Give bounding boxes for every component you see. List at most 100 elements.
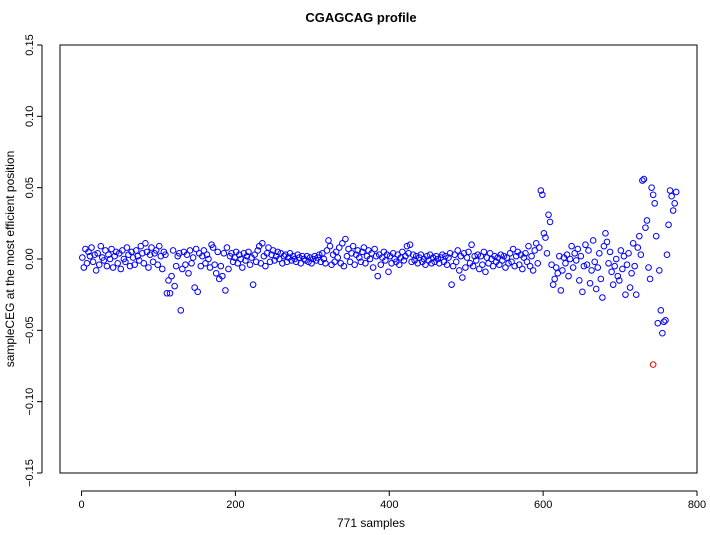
data-point: [172, 262, 180, 270]
data-point: [85, 248, 92, 256]
data-point: [315, 251, 323, 259]
data-point: [137, 242, 145, 250]
data-point: [640, 175, 648, 183]
chart-title: CGAGCAG profile: [305, 10, 416, 25]
data-point: [505, 259, 512, 267]
data-point: [546, 218, 554, 226]
data-point: [603, 238, 611, 246]
data-point: [619, 265, 626, 273]
data-point: [79, 254, 86, 261]
data-point: [526, 262, 534, 270]
data-point: [615, 277, 623, 284]
data-point: [532, 240, 540, 247]
data-point: [620, 252, 628, 260]
data-point: [149, 258, 157, 266]
data-point: [348, 249, 355, 257]
data-point: [371, 245, 378, 253]
data-point: [106, 255, 114, 263]
data-point: [406, 241, 414, 249]
data-point: [145, 264, 152, 271]
data-point: [279, 259, 286, 267]
data-point: [512, 252, 520, 260]
data-point: [502, 264, 509, 271]
data-point: [148, 244, 155, 251]
data-point: [672, 188, 680, 196]
data-point: [509, 245, 517, 253]
data-point: [266, 258, 274, 266]
data-point: [608, 268, 615, 276]
data-point: [86, 252, 94, 260]
data-point: [623, 261, 631, 269]
data-point: [354, 247, 362, 254]
data-point: [460, 249, 468, 257]
data-point: [626, 284, 634, 291]
data-point: [669, 207, 677, 214]
data-point: [643, 217, 651, 224]
data-point: [163, 289, 171, 297]
data-point: [242, 257, 249, 264]
data-point: [334, 254, 342, 261]
data-point: [139, 249, 146, 257]
data-point: [117, 265, 125, 273]
data-point: [423, 252, 431, 260]
data-point: [239, 264, 246, 271]
x-tick-label: 200: [226, 499, 244, 511]
data-point: [123, 244, 131, 251]
data-point: [251, 251, 258, 259]
data-point: [179, 265, 186, 273]
data-point: [259, 240, 266, 247]
data-points: [79, 175, 680, 368]
data-point: [602, 230, 609, 237]
data-point: [192, 245, 200, 253]
data-point: [220, 249, 228, 257]
data-point: [369, 264, 377, 271]
data-point: [265, 244, 272, 251]
data-point: [468, 241, 475, 249]
y-tick-label: 0.10: [24, 106, 36, 127]
data-point: [388, 259, 395, 267]
data-point: [202, 259, 209, 267]
data-point: [228, 249, 235, 257]
data-point: [162, 251, 169, 259]
data-point: [422, 261, 429, 269]
data-point: [339, 240, 346, 247]
data-point: [114, 259, 121, 267]
data-point: [129, 254, 137, 261]
y-tick-label: 0.05: [24, 177, 36, 198]
data-point: [448, 281, 455, 288]
data-point: [305, 258, 312, 266]
data-point: [628, 269, 635, 277]
data-point: [651, 200, 658, 207]
data-point: [548, 261, 555, 269]
data-point: [122, 258, 129, 266]
data-point: [571, 249, 578, 257]
data-point: [357, 258, 365, 266]
data-point: [574, 245, 582, 253]
data-point: [519, 265, 526, 273]
data-point: [237, 255, 245, 263]
data-point: [112, 248, 120, 256]
data-point: [102, 247, 109, 254]
data-point: [408, 258, 415, 266]
data-point: [254, 247, 262, 254]
data-point: [515, 261, 523, 269]
data-point: [140, 259, 148, 267]
data-point: [542, 234, 549, 241]
data-point: [656, 267, 663, 274]
y-tick-label: 0.15: [24, 34, 36, 55]
data-point: [554, 269, 562, 277]
data-point: [340, 262, 348, 270]
data-point: [575, 277, 583, 284]
data-point: [262, 262, 269, 270]
data-point: [499, 257, 506, 264]
data-point: [383, 251, 391, 259]
data-point: [454, 247, 462, 254]
data-point: [529, 267, 537, 274]
data-point: [646, 275, 654, 283]
data-point: [351, 261, 358, 269]
data-point: [119, 247, 126, 254]
data-point: [522, 249, 529, 257]
data-point: [302, 257, 309, 264]
data-point: [331, 258, 338, 266]
